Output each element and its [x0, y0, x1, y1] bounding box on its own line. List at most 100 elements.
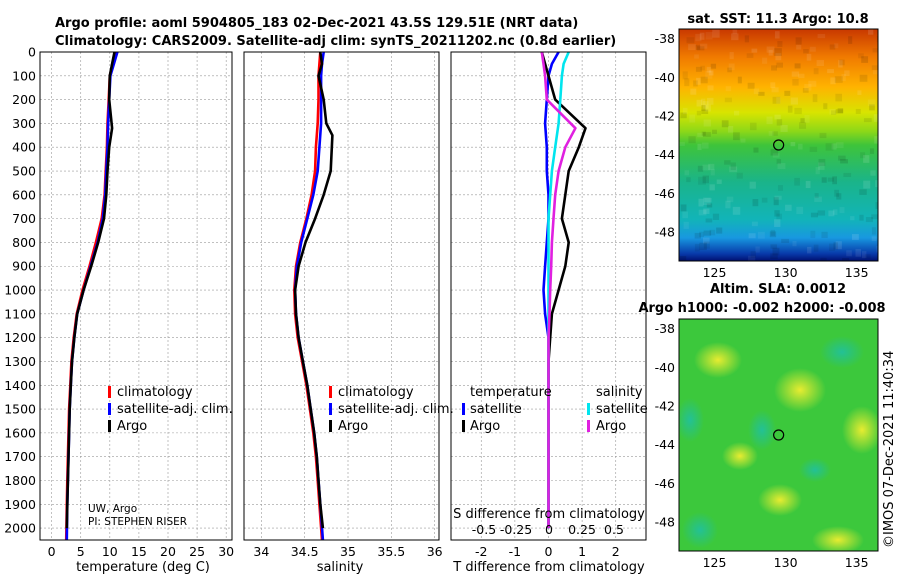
sst-pixel — [875, 180, 878, 188]
sst-pixel — [821, 231, 828, 239]
sst-pixel — [708, 163, 715, 171]
sst-pixel — [727, 67, 732, 73]
sst-pixel — [875, 202, 878, 209]
difference-x-ticks: -2 -1 0 1 2 — [475, 544, 620, 559]
sst-pixel — [688, 136, 696, 144]
sst-pixel — [696, 77, 701, 85]
sst-pixel — [774, 195, 782, 200]
sst-map: sat. SST: 11.3 Argo: 10.8 125 130 135 -3… — [655, 12, 879, 280]
sla-lon-tick: 135 — [845, 555, 869, 570]
sst-pixel — [732, 29, 738, 35]
legend-swatch-temp-argo — [462, 420, 465, 432]
sst-pixel — [792, 78, 799, 86]
sst-lat-tick: -46 — [655, 186, 675, 201]
sla-lat-tick: -38 — [655, 321, 675, 336]
sst-pixel — [842, 257, 850, 261]
sst-pixel — [827, 177, 834, 182]
sst-pixel — [777, 185, 783, 191]
sst-pixel — [708, 70, 714, 76]
sst-pixel — [701, 98, 706, 106]
sst-pixel — [776, 62, 783, 68]
series-line-argo — [293, 51, 334, 529]
sst-pixel — [781, 238, 790, 243]
sst-pixel — [706, 97, 714, 105]
sst-pixel — [839, 207, 845, 214]
sst-pixel — [730, 162, 736, 171]
depth-tick: 400 — [12, 140, 36, 155]
sst-pixel — [683, 221, 689, 229]
legend-temperature-header: temperature — [470, 385, 552, 400]
sst-pixel — [749, 122, 757, 131]
depth-tick: 100 — [12, 68, 36, 83]
sst-pixel — [868, 29, 874, 35]
sst-pixel — [733, 110, 740, 116]
sla-map-title-line2: Argo h1000: -0.002 h2000: -0.008 — [638, 301, 885, 316]
s-diff-tick: -0.5 — [472, 522, 496, 537]
salinity-grid — [244, 51, 439, 540]
sst-pixel — [712, 213, 720, 221]
legend-climatology: climatology — [338, 385, 414, 400]
sst-pixel — [835, 109, 844, 114]
sst-pixel — [699, 242, 707, 251]
sst-pixel — [798, 143, 803, 150]
legend-argo: Argo — [117, 419, 147, 434]
main-title-line2: Climatology: CARS2009. Satellite-adj cli… — [55, 34, 616, 49]
sst-pixel — [871, 236, 877, 241]
sst-pixel — [832, 209, 838, 215]
argo-float-marker — [773, 139, 785, 151]
sst-pixel — [705, 218, 713, 223]
salinity-x-tick: 34.5 — [291, 544, 319, 559]
sst-pixel — [694, 243, 700, 252]
sst-pixel — [772, 131, 778, 136]
sst-pixel — [813, 244, 819, 252]
sst-pixel — [682, 71, 688, 80]
depth-tick: 700 — [12, 211, 36, 226]
sst-pixel — [697, 165, 704, 172]
sla-map-title-line1: Altim. SLA: 0.0012 — [710, 282, 846, 297]
sst-pixel — [843, 172, 852, 178]
sst-pixel — [774, 31, 780, 39]
sla-lat-tick: -46 — [655, 476, 675, 491]
salinity-series — [292, 51, 334, 541]
difference-x-tick: 0 — [545, 544, 553, 559]
legend-sal-satellite: satellite — [596, 402, 648, 417]
sst-map-ticks: 125 130 135 -38 -40 -42 -44 -46 -48 — [655, 31, 869, 280]
temperature-x-tick: 5 — [77, 544, 85, 559]
sst-pixel — [787, 105, 793, 113]
legend-climatology: climatology — [117, 385, 193, 400]
sst-pixel — [746, 53, 754, 59]
sst-pixel — [872, 48, 878, 53]
sst-pixel — [755, 246, 760, 253]
sst-pixel — [729, 166, 738, 173]
sst-pixel — [815, 167, 820, 175]
sst-pixel — [800, 118, 805, 123]
depth-tick: 1100 — [4, 306, 36, 321]
sst-pixel — [871, 227, 876, 235]
sst-pixel — [724, 160, 731, 165]
salinity-panel: 34 34.5 35 35.5 36 salinity climatology … — [243, 51, 454, 575]
sst-pixel — [817, 33, 826, 39]
sst-pixel — [859, 74, 868, 82]
sst-pixel — [690, 88, 697, 95]
sst-pixel — [712, 129, 717, 134]
credit-line2: PI: STEPHEN RISER — [88, 516, 187, 528]
difference-series — [540, 51, 587, 529]
sst-pixel — [762, 57, 768, 64]
depth-tick: 900 — [12, 259, 36, 274]
sst-pixel — [796, 44, 802, 50]
sst-pixel — [828, 210, 835, 217]
legend-satellite: satellite-adj. clim. — [338, 402, 454, 417]
sst-pixel — [748, 255, 756, 261]
depth-tick: 300 — [12, 116, 36, 131]
sst-pixel — [769, 231, 777, 238]
temperature-grid — [40, 51, 232, 540]
sst-pixel — [823, 103, 828, 110]
series-line-satellite-adj-clim- — [293, 51, 325, 541]
sst-pixel — [702, 237, 710, 244]
sst-pixel — [863, 155, 870, 163]
legend-swatch-satellite — [329, 403, 332, 415]
sst-lon-tick: 130 — [774, 265, 798, 280]
difference-panel: -2 -1 0 1 2 -0.5 -0.25 0 0.25 0.5 S diff… — [450, 51, 648, 575]
sst-pixel — [772, 153, 780, 158]
sst-pixel — [867, 99, 876, 107]
